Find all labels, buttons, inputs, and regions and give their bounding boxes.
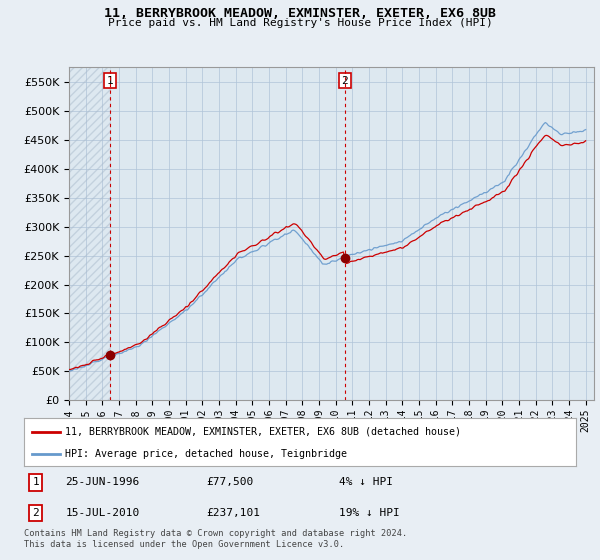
Text: Contains HM Land Registry data © Crown copyright and database right 2024.
This d: Contains HM Land Registry data © Crown c…	[24, 529, 407, 549]
Text: £237,101: £237,101	[206, 507, 260, 517]
Text: 19% ↓ HPI: 19% ↓ HPI	[338, 507, 400, 517]
Text: 2: 2	[341, 76, 348, 86]
Text: 4% ↓ HPI: 4% ↓ HPI	[338, 478, 392, 487]
Text: 11, BERRYBROOK MEADOW, EXMINSTER, EXETER, EX6 8UB (detached house): 11, BERRYBROOK MEADOW, EXMINSTER, EXETER…	[65, 427, 461, 437]
Text: £77,500: £77,500	[206, 478, 253, 487]
Text: HPI: Average price, detached house, Teignbridge: HPI: Average price, detached house, Teig…	[65, 449, 347, 459]
Text: Price paid vs. HM Land Registry's House Price Index (HPI): Price paid vs. HM Land Registry's House …	[107, 18, 493, 28]
Text: 25-JUN-1996: 25-JUN-1996	[65, 478, 140, 487]
Text: 1: 1	[32, 478, 39, 487]
Text: 15-JUL-2010: 15-JUL-2010	[65, 507, 140, 517]
Text: 11, BERRYBROOK MEADOW, EXMINSTER, EXETER, EX6 8UB: 11, BERRYBROOK MEADOW, EXMINSTER, EXETER…	[104, 7, 496, 20]
Text: 2: 2	[32, 507, 39, 517]
Text: 1: 1	[107, 76, 113, 86]
